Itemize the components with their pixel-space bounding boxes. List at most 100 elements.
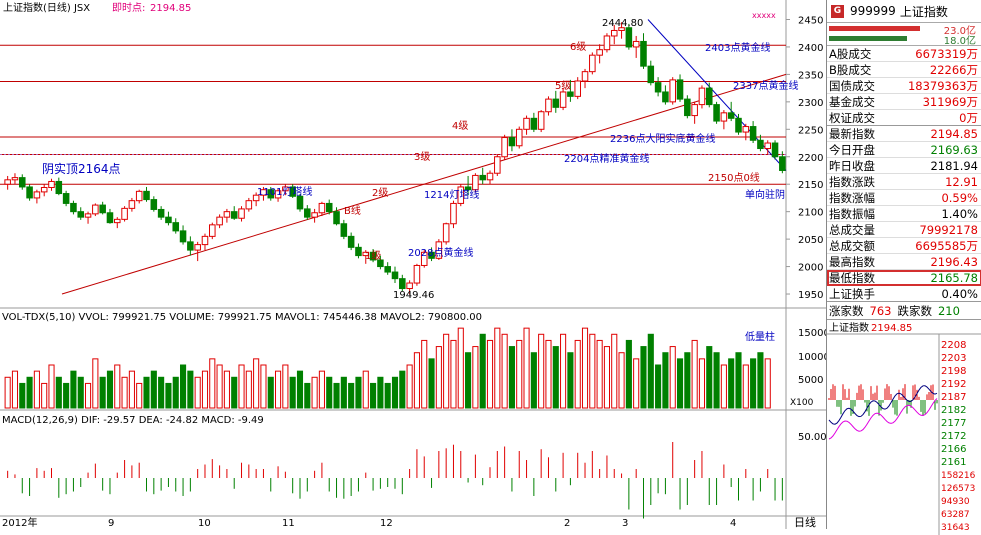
x-tick-label: 2 bbox=[564, 518, 570, 529]
x-tick-label: 10 bbox=[198, 518, 211, 529]
bottom-tab-label: 日线 bbox=[794, 515, 816, 529]
volume-bar bbox=[245, 370, 252, 409]
quote-row-label: A股成交 bbox=[829, 46, 872, 61]
candle-body bbox=[77, 211, 85, 218]
volume-bar bbox=[41, 382, 48, 409]
candle-body bbox=[515, 128, 523, 147]
volume-bar bbox=[655, 364, 662, 409]
turnover-bar-fill bbox=[829, 36, 907, 41]
quote-row-label: 最高指数 bbox=[829, 254, 875, 269]
volume-bar bbox=[676, 358, 684, 409]
intraday-mini-chart[interactable]: 上证指数 2194.85 2208 2203 2198 2192 2187 2182 2177 2… bbox=[827, 320, 981, 535]
y-tick-label: 2350 bbox=[798, 70, 823, 81]
candle-body bbox=[545, 98, 552, 113]
candle-body bbox=[333, 211, 340, 225]
volume-bar bbox=[187, 370, 194, 409]
candle-body bbox=[26, 186, 33, 199]
candle-body bbox=[230, 211, 238, 219]
candle-body bbox=[494, 156, 501, 174]
quote-row-label: 权证成交 bbox=[829, 110, 875, 125]
g-badge[interactable]: G bbox=[831, 4, 844, 18]
candle-body bbox=[114, 218, 121, 224]
candle-body bbox=[216, 216, 223, 226]
y-tick-label: 2450 bbox=[798, 15, 823, 26]
quote-row-value: 2165.78 bbox=[930, 270, 978, 285]
candle-body bbox=[625, 27, 633, 48]
candle-body bbox=[676, 79, 684, 100]
volume-bar bbox=[581, 327, 589, 409]
quote-row-value: 1.40% bbox=[941, 206, 978, 221]
candle-body bbox=[442, 223, 450, 243]
candle-body bbox=[18, 177, 26, 188]
volume-bar bbox=[618, 352, 625, 409]
annotation-a2403: 2403点黄金线 bbox=[705, 41, 770, 54]
up-count-label: 涨家数 bbox=[829, 303, 864, 318]
quote-row-label: 最低指数 bbox=[829, 270, 875, 285]
candle-body bbox=[179, 230, 187, 243]
candle-body bbox=[362, 251, 370, 257]
candle-body bbox=[537, 111, 545, 130]
volume-bar bbox=[304, 382, 311, 409]
candle-body bbox=[128, 200, 136, 209]
candle-body bbox=[84, 213, 92, 218]
volume-bar bbox=[530, 352, 537, 409]
volume-bar bbox=[662, 352, 669, 409]
quote-row: 上证换手 0.40% bbox=[827, 286, 981, 302]
volume-bar bbox=[640, 346, 647, 409]
quote-row-label: 最新指数 bbox=[829, 126, 875, 141]
candle-body bbox=[40, 187, 48, 193]
candle-body bbox=[340, 223, 348, 237]
candle-body bbox=[559, 91, 567, 108]
candle-body bbox=[435, 241, 443, 259]
mini-avg-line bbox=[828, 398, 938, 440]
candle-body bbox=[472, 174, 479, 191]
volume-bar bbox=[289, 376, 296, 409]
volume-bar bbox=[128, 370, 135, 409]
candle-body bbox=[589, 54, 596, 73]
volume-bar bbox=[19, 382, 26, 409]
candle-body bbox=[172, 222, 180, 232]
quote-rows: A股成交 6673319万 B股成交 22266万 国债成交 18379363万 基金成交 3… bbox=[827, 45, 981, 302]
quote-row: 指数振幅 1.40% bbox=[827, 206, 981, 222]
candle-body bbox=[771, 142, 779, 158]
vol-tick-label: 5000 bbox=[798, 375, 823, 386]
candle-body bbox=[779, 156, 786, 171]
mini-price-tick: 2192 bbox=[941, 379, 966, 390]
volume-bar bbox=[150, 370, 157, 409]
quote-row-label: 指数涨跌 bbox=[829, 174, 875, 189]
candle-body bbox=[567, 91, 574, 97]
volume-bar bbox=[260, 364, 267, 409]
quote-row: 总成交量 79992178 bbox=[827, 222, 981, 238]
mini-price-tick: 2187 bbox=[941, 392, 966, 403]
y-tick-label: 2400 bbox=[798, 43, 823, 54]
candle-body bbox=[654, 82, 662, 93]
quote-row: 权证成交 0万 bbox=[827, 110, 981, 126]
annotation-a2150: 2150点0线 bbox=[708, 171, 760, 184]
quote-row-value: 0万 bbox=[959, 110, 978, 125]
volume-bar bbox=[669, 346, 676, 409]
annotation-a2444: 2444.80 bbox=[602, 18, 643, 29]
volume-bar bbox=[33, 370, 40, 409]
candle-body bbox=[92, 204, 99, 215]
turnover-bar-0: 23.0亿 bbox=[827, 23, 981, 37]
turnover-bar-value: 18.0亿 bbox=[943, 36, 976, 47]
candle-body bbox=[274, 190, 282, 199]
candle-body bbox=[135, 190, 143, 202]
candle-body bbox=[749, 126, 757, 141]
candle-body bbox=[735, 117, 742, 133]
volume-bar bbox=[318, 370, 325, 409]
volume-bar bbox=[121, 376, 128, 409]
candle-body bbox=[377, 259, 384, 268]
volume-bar bbox=[545, 339, 552, 409]
volume-bar bbox=[55, 376, 62, 409]
volume-bar bbox=[435, 346, 442, 409]
volume-bar bbox=[457, 327, 464, 409]
candle-body bbox=[508, 137, 516, 147]
candle-body bbox=[347, 235, 355, 248]
quote-row: 今日开盘 2169.63 bbox=[827, 142, 981, 158]
quote-row: 指数涨跌 12.91 bbox=[827, 174, 981, 190]
candle-body bbox=[11, 177, 19, 181]
volume-bar bbox=[574, 339, 581, 409]
candle-body bbox=[355, 246, 362, 257]
candle-body bbox=[523, 117, 530, 130]
